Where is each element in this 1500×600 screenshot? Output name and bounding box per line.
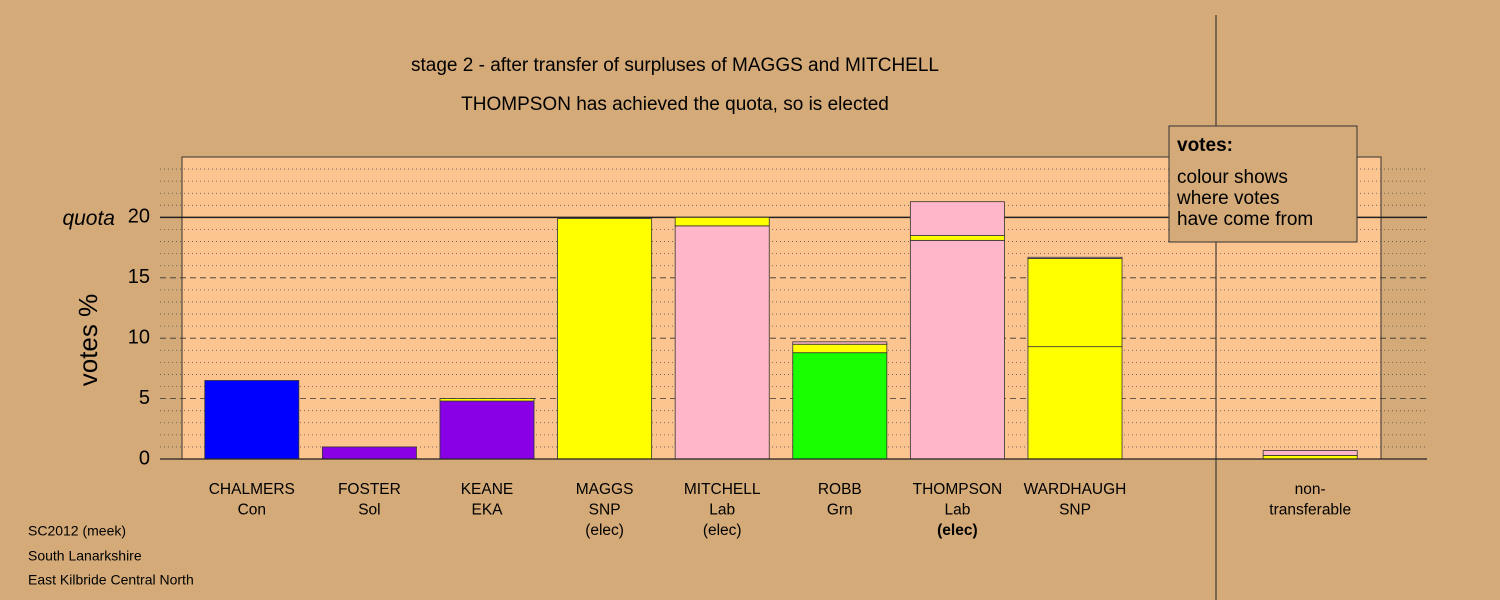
legend-text: colour shows (1177, 167, 1288, 188)
bar-segment (1027, 346, 1123, 460)
x-tick-label: MAGGS (576, 481, 634, 498)
bar-segment (909, 201, 1005, 236)
x-tick-label: KEANE (461, 481, 514, 498)
x-tick-label: (elec) (937, 522, 978, 539)
y-tick-label: 10 (128, 326, 150, 348)
y-tick-label: 20 (128, 206, 150, 228)
chart-subtitle: THOMPSON has achieved the quota, so is e… (461, 94, 889, 115)
x-tick-label: Lab (709, 502, 735, 519)
bar-segment (792, 341, 888, 345)
bar-segment (909, 239, 1005, 460)
bar-segment (792, 343, 888, 354)
x-tick-label: non- (1295, 481, 1326, 498)
y-tick-label: 5 (139, 387, 150, 409)
y-tick-label: 0 (139, 447, 150, 469)
chart-title: stage 2 - after transfer of surpluses of… (411, 55, 939, 76)
x-tick-label: ROBB (818, 481, 862, 498)
x-tick-label: EKA (471, 502, 503, 519)
footer-text: East Kilbride Central North (28, 572, 194, 588)
bar-segment (674, 225, 770, 460)
x-tick-label: MITCHELL (684, 481, 761, 498)
x-tick-label: (elec) (585, 522, 624, 539)
y-axis-label: votes % (73, 294, 103, 387)
x-tick-label: transferable (1269, 502, 1351, 519)
bar-segment (1027, 256, 1123, 259)
footer-text: South Lanarkshire (28, 548, 142, 564)
x-tick-label: SNP (1059, 502, 1091, 519)
x-tick-label: Sol (358, 502, 380, 519)
bar-segment (674, 216, 770, 227)
legend-text: have come from (1177, 209, 1313, 230)
x-tick-label: SNP (589, 502, 621, 519)
bar-segment (321, 446, 417, 460)
bar-segment (439, 398, 535, 402)
legend-text: where votes (1176, 188, 1279, 209)
x-tick-label: Con (238, 502, 266, 519)
x-tick-label: Lab (944, 502, 970, 519)
quota-label: quota (62, 207, 115, 230)
x-tick-label: WARDHAUGH (1024, 481, 1127, 498)
x-tick-label: THOMPSON (913, 481, 1003, 498)
bar-segment (204, 380, 300, 460)
bar-segment (792, 352, 888, 460)
x-tick-label: (elec) (703, 522, 742, 539)
legend-title: votes: (1177, 135, 1233, 156)
bar-segment (909, 235, 1005, 241)
y-tick-label: 15 (128, 266, 150, 288)
x-tick-label: CHALMERS (209, 481, 295, 498)
bar-segment (557, 218, 653, 460)
legend-box (1168, 125, 1358, 243)
bar-segment (1027, 258, 1123, 348)
footer-text: SC2012 (meek) (28, 523, 126, 539)
bar-segment (1262, 450, 1358, 456)
x-tick-label: FOSTER (338, 481, 401, 498)
bar-segment (439, 400, 535, 460)
x-tick-label: Grn (827, 502, 853, 519)
